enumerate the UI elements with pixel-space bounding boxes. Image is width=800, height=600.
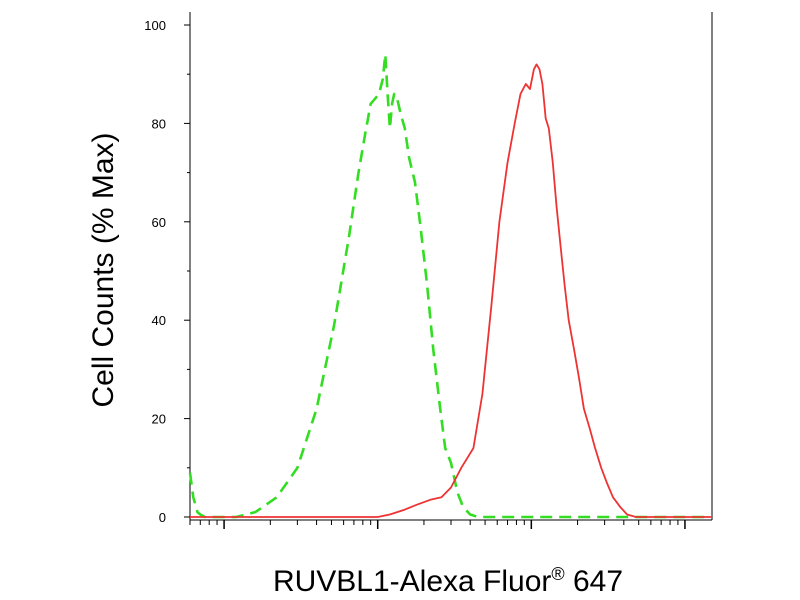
y-tick-label: 20 (152, 412, 166, 427)
isotype-control-curve (188, 53, 712, 519)
series-layer (188, 53, 712, 519)
plot-frame (189, 12, 713, 521)
ruvbl1-staining-curve (190, 63, 712, 518)
x-axis-title-superscript: ® (551, 564, 564, 584)
y-tick-label: 0 (159, 510, 166, 525)
y-tick-label: 100 (144, 18, 166, 33)
y-tick-label: 40 (152, 313, 166, 328)
y-axis-title: Cell Counts (% Max) (87, 132, 120, 407)
x-axis-title: RUVBL1-Alexa Fluor® 647 (273, 564, 623, 598)
x-axis-title-main: RUVBL1-Alexa Fluor (273, 565, 551, 598)
y-axis-ticks: 0 20 40 60 80 100 (144, 18, 190, 525)
y-tick-label: 60 (152, 215, 166, 230)
y-tick-label: 80 (152, 116, 166, 131)
x-axis-ticks (189, 520, 686, 529)
x-axis-title-suffix: 647 (565, 565, 623, 598)
